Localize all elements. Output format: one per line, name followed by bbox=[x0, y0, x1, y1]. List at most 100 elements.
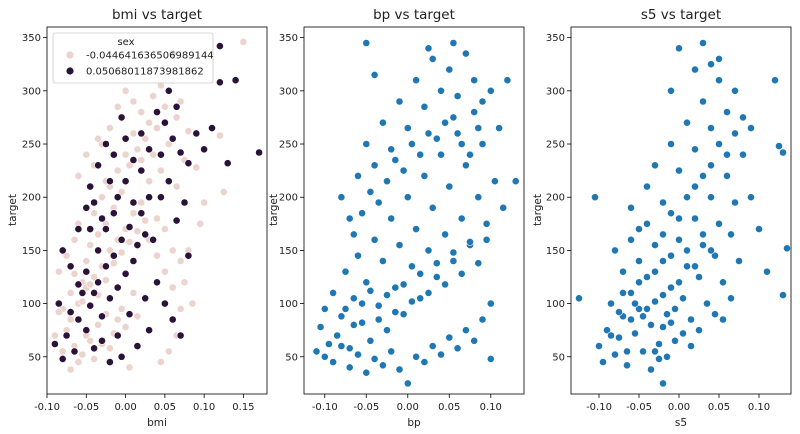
chart-title: bp vs target bbox=[373, 7, 455, 23]
data-point bbox=[691, 182, 699, 191]
data-point bbox=[86, 336, 95, 345]
data-point bbox=[208, 124, 216, 133]
data-point bbox=[188, 299, 197, 308]
data-point bbox=[354, 251, 362, 260]
data-point bbox=[387, 145, 396, 154]
data-point bbox=[70, 269, 79, 278]
data-point bbox=[391, 283, 400, 292]
data-point bbox=[176, 304, 185, 313]
data-point bbox=[370, 354, 379, 363]
data-point bbox=[420, 102, 429, 111]
data-point bbox=[362, 140, 371, 148]
data-point bbox=[715, 76, 723, 85]
data-point bbox=[98, 214, 106, 223]
y-tick-label: 300 bbox=[546, 86, 565, 97]
data-point bbox=[341, 304, 350, 313]
data-point bbox=[691, 262, 699, 271]
data-point bbox=[449, 257, 458, 265]
data-point bbox=[453, 129, 462, 138]
data-point bbox=[723, 108, 731, 116]
data-point bbox=[125, 310, 134, 319]
data-point bbox=[168, 246, 177, 255]
data-point bbox=[70, 235, 79, 244]
data-point bbox=[675, 44, 683, 53]
data-point bbox=[482, 235, 491, 244]
data-point bbox=[362, 278, 371, 287]
data-point bbox=[490, 177, 499, 186]
data-point bbox=[486, 299, 495, 308]
bp-target-chart: bp vs target -0.10 -0.05 0.00 0.05 0.10 50 10… bbox=[268, 7, 525, 429]
data-point bbox=[156, 193, 165, 202]
data-point bbox=[478, 315, 487, 324]
data-point bbox=[651, 297, 659, 306]
data-point bbox=[133, 312, 142, 321]
data-point bbox=[683, 193, 691, 202]
x-tick-label: 0.10 bbox=[748, 402, 770, 413]
data-point bbox=[432, 273, 441, 281]
y-axis-label: target bbox=[7, 194, 19, 226]
data-point bbox=[470, 336, 479, 345]
data-point bbox=[90, 273, 98, 281]
data-point bbox=[54, 299, 63, 308]
y-tick-label: 200 bbox=[279, 193, 298, 204]
data-point bbox=[474, 259, 483, 268]
data-point bbox=[755, 225, 763, 233]
data-point bbox=[58, 354, 67, 363]
data-point bbox=[145, 193, 153, 202]
legend-title: sex bbox=[117, 37, 134, 48]
data-point bbox=[699, 171, 707, 180]
y-tick-label: 50 bbox=[285, 352, 298, 363]
data-point bbox=[639, 312, 647, 321]
data-point bbox=[424, 129, 433, 138]
data-point bbox=[102, 262, 110, 271]
data-point bbox=[255, 148, 263, 157]
x-tick-label: -0.05 bbox=[73, 402, 99, 413]
data-point bbox=[345, 344, 354, 353]
data-point bbox=[349, 230, 358, 239]
data-point bbox=[675, 278, 683, 287]
data-point bbox=[86, 301, 95, 310]
data-point bbox=[62, 331, 71, 340]
data-point bbox=[113, 331, 122, 340]
data-point bbox=[156, 150, 165, 159]
data-point bbox=[671, 336, 679, 345]
data-point bbox=[125, 237, 134, 246]
data-point bbox=[121, 86, 130, 95]
data-point bbox=[86, 225, 95, 233]
data-point bbox=[94, 230, 102, 239]
data-point bbox=[102, 276, 110, 285]
data-point bbox=[647, 365, 655, 374]
data-point bbox=[113, 102, 122, 111]
data-point bbox=[399, 310, 408, 319]
data-point bbox=[383, 291, 391, 299]
data-point bbox=[153, 278, 161, 287]
data-point bbox=[164, 177, 173, 186]
data-point bbox=[109, 259, 118, 268]
y-tick-label: 150 bbox=[22, 246, 41, 257]
data-point bbox=[98, 312, 106, 321]
y-tick-label: 100 bbox=[546, 299, 565, 310]
data-point bbox=[715, 140, 723, 148]
data-point bbox=[627, 235, 635, 244]
data-point bbox=[623, 361, 631, 370]
data-point bbox=[329, 358, 337, 366]
data-point bbox=[54, 267, 63, 276]
data-point bbox=[627, 203, 635, 212]
data-point bbox=[747, 124, 755, 133]
data-point bbox=[478, 97, 487, 106]
data-point bbox=[453, 344, 462, 353]
data-point bbox=[466, 150, 474, 159]
data-point bbox=[627, 315, 635, 324]
data-point bbox=[707, 246, 715, 255]
data-point bbox=[659, 257, 667, 265]
y-tick-label: 100 bbox=[22, 299, 41, 310]
data-point bbox=[94, 161, 102, 170]
data-point bbox=[374, 198, 383, 207]
data-point bbox=[735, 257, 743, 265]
data-point bbox=[445, 182, 454, 191]
data-point bbox=[215, 131, 224, 140]
data-point bbox=[683, 118, 691, 127]
data-point bbox=[599, 358, 607, 366]
data-point bbox=[635, 304, 643, 313]
data-point bbox=[378, 118, 387, 127]
